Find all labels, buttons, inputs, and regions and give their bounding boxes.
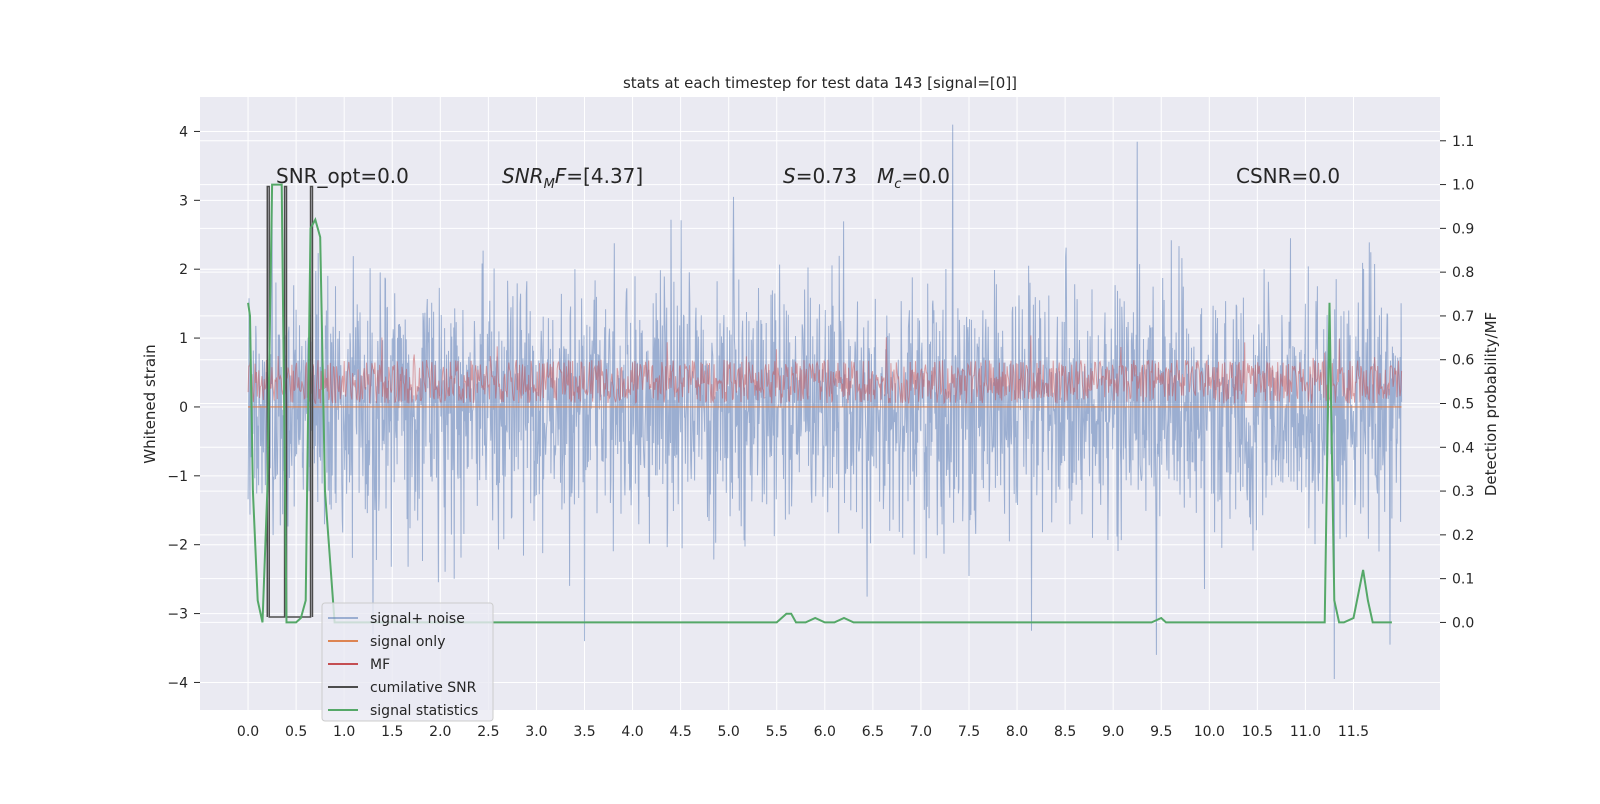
x-tick-label: 1.5	[381, 724, 403, 740]
y-tick-label-right: 0.9	[1452, 221, 1474, 237]
x-tick-label: 6.0	[814, 724, 836, 740]
y-tick-label-left: −1	[167, 469, 188, 485]
y-tick-label-right: 0.5	[1452, 397, 1474, 413]
y-tick-label-left: 0	[179, 400, 188, 416]
legend: signal+ noise signal only MF cumilative SNR…	[321, 602, 494, 722]
legend-label: MF	[370, 657, 390, 673]
y-tick-label-left: −4	[167, 675, 188, 691]
series-cumulative-snr-line	[266, 185, 314, 618]
annotation-s-value: =0.73	[796, 164, 857, 188]
x-tick-label: 8.5	[1054, 724, 1076, 740]
y-tick-label-right: 0.7	[1452, 309, 1474, 325]
annotation-mc-value: =0.0	[901, 164, 950, 188]
x-tick-label: 4.0	[621, 724, 643, 740]
x-tick-label: 11.0	[1290, 724, 1321, 740]
y-tick-label-right: 0.4	[1452, 440, 1474, 456]
legend-box	[321, 602, 494, 722]
chart-title: stats at each timestep for test data 143…	[623, 74, 1017, 92]
x-tick-label: 9.0	[1102, 724, 1124, 740]
x-tick-label: 0.5	[285, 724, 307, 740]
y-tick-label-left: −2	[167, 538, 188, 554]
x-tick-label: 10.0	[1194, 724, 1225, 740]
x-tick-label: 10.5	[1242, 724, 1273, 740]
y-tick-label-right: 1.0	[1452, 178, 1474, 194]
series-layer	[247, 124, 1403, 680]
x-tick-label: 7.0	[910, 724, 932, 740]
y-tick-label-right: 0.3	[1452, 484, 1474, 500]
annotation-snr-opt: SNR_opt=0.0	[276, 164, 409, 188]
x-tick-label: 3.0	[525, 724, 547, 740]
y-axis-left: 4 3 2 1 0 −1 −2 −3 −4	[167, 124, 200, 691]
annotation-s: S=0.73	[783, 164, 857, 188]
annotation-snr-mf: SNRMF=[4.37]	[502, 164, 643, 192]
x-tick-label: 1.0	[333, 724, 355, 740]
x-tick-label: 8.0	[1006, 724, 1028, 740]
x-tick-label: 0.0	[237, 724, 259, 740]
series-signal-statistics-line	[247, 183, 1392, 624]
x-tick-label: 7.5	[958, 724, 980, 740]
y-tick-label-right: 1.1	[1452, 134, 1474, 150]
x-tick-label: 9.5	[1150, 724, 1172, 740]
x-tick-label: 11.5	[1338, 724, 1369, 740]
annotation-snr-mf-value: =[4.37]	[566, 164, 643, 188]
series-mf-line	[247, 335, 1403, 405]
y-tick-label-right: 0.0	[1452, 615, 1474, 631]
y-axis-right-title: Detection probability/MF	[1482, 312, 1500, 496]
y-tick-label-right: 0.8	[1452, 265, 1474, 281]
x-axis: 0.0 0.5 1.0 1.5 2.0 2.5 3.0 3.5 4.0 4.5 5.0 5.5 6.0 6…	[237, 724, 1369, 740]
x-tick-label: 2.5	[477, 724, 499, 740]
x-tick-label: 5.5	[766, 724, 788, 740]
y-tick-label-left: −3	[167, 607, 188, 623]
y-tick-label-left: 2	[179, 262, 188, 278]
legend-label: signal only	[370, 634, 445, 650]
y-tick-label-left: 3	[179, 193, 188, 209]
legend-label: cumilative SNR	[370, 680, 477, 696]
y-tick-label-right: 0.1	[1452, 572, 1474, 588]
y-axis-right: 1.1 1.0 0.9 0.8 0.7 0.6 0.5 0.4 0.3 0.2 0.1 0.0	[1440, 134, 1474, 631]
y-tick-label-right: 0.6	[1452, 353, 1474, 369]
x-tick-label: 2.0	[429, 724, 451, 740]
y-tick-label-left: 4	[179, 124, 188, 140]
x-tick-label: 6.5	[862, 724, 884, 740]
annotation-mc: Mc=0.0	[877, 164, 950, 192]
y-tick-label-left: 1	[179, 331, 188, 347]
legend-label: signal+ noise	[370, 611, 465, 627]
x-tick-label: 5.0	[718, 724, 740, 740]
y-tick-label-right: 0.2	[1452, 528, 1474, 544]
y-axis-left-title: Whitened strain	[141, 344, 159, 463]
x-tick-label: 4.5	[669, 724, 691, 740]
x-tick-label: 3.5	[573, 724, 595, 740]
legend-label: signal statistics	[370, 703, 478, 719]
annotation-csnr: CSNR=0.0	[1236, 164, 1340, 188]
